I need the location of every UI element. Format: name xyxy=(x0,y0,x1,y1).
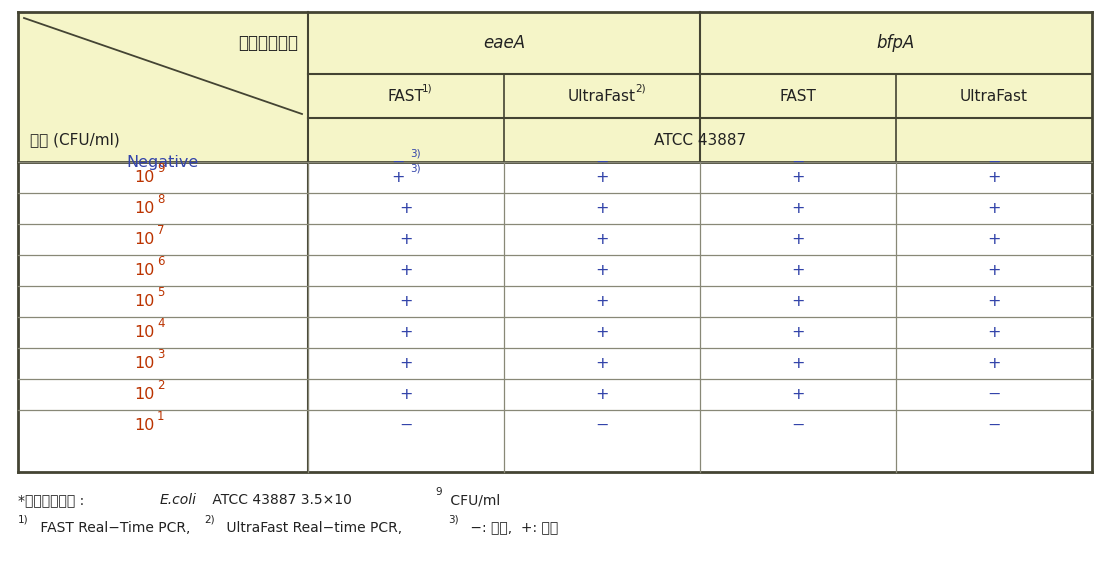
Text: 8: 8 xyxy=(157,193,164,206)
Text: ATCC 43887: ATCC 43887 xyxy=(654,132,746,148)
Text: 10: 10 xyxy=(135,170,155,185)
Text: −: − xyxy=(791,418,804,433)
Text: 10: 10 xyxy=(135,263,155,278)
Text: +: + xyxy=(399,201,413,216)
Bar xyxy=(18,12,1092,162)
Text: 10: 10 xyxy=(135,418,155,433)
Text: +: + xyxy=(595,294,608,309)
Text: +: + xyxy=(987,232,1001,247)
Text: +: + xyxy=(791,232,804,247)
Text: UltraFast: UltraFast xyxy=(568,89,636,103)
Text: +: + xyxy=(791,201,804,216)
Text: CFU/ml: CFU/ml xyxy=(447,493,500,507)
Text: +: + xyxy=(791,170,804,185)
Text: +: + xyxy=(399,294,413,309)
Text: 3: 3 xyxy=(157,348,164,361)
Text: 2): 2) xyxy=(636,83,646,93)
Text: +: + xyxy=(595,387,608,402)
Text: 9: 9 xyxy=(435,487,442,497)
Text: 1): 1) xyxy=(18,515,29,525)
Text: +: + xyxy=(791,356,804,371)
Text: eaeA: eaeA xyxy=(483,34,525,52)
Text: 7: 7 xyxy=(157,224,164,237)
Text: *초기표준균수 :: *초기표준균수 : xyxy=(18,493,89,507)
Text: −: − xyxy=(391,155,404,169)
Text: +: + xyxy=(595,325,608,340)
Text: 10: 10 xyxy=(135,232,155,247)
Text: UltraFast: UltraFast xyxy=(960,89,1028,103)
Text: UltraFast Real−time PCR,: UltraFast Real−time PCR, xyxy=(222,521,411,535)
Text: 병원성유전자: 병원성유전자 xyxy=(238,34,298,52)
Text: +: + xyxy=(791,263,804,278)
Text: 5: 5 xyxy=(157,286,164,299)
Text: +: + xyxy=(595,356,608,371)
Text: +: + xyxy=(399,387,413,402)
Text: 10: 10 xyxy=(135,294,155,309)
Text: +: + xyxy=(595,170,608,185)
Text: FAST: FAST xyxy=(388,89,424,103)
Text: 3): 3) xyxy=(410,163,421,173)
Text: +: + xyxy=(987,325,1001,340)
Text: −: − xyxy=(595,418,608,433)
Text: +: + xyxy=(987,356,1001,371)
Text: 10: 10 xyxy=(135,325,155,340)
Text: −: − xyxy=(791,155,804,169)
Text: −: − xyxy=(987,387,1001,402)
Text: E.coli: E.coli xyxy=(160,493,197,507)
Text: Negative: Negative xyxy=(127,155,199,169)
Text: bfpA: bfpA xyxy=(876,34,915,52)
Text: +: + xyxy=(987,170,1001,185)
Text: +: + xyxy=(399,263,413,278)
Text: +: + xyxy=(987,294,1001,309)
Text: FAST: FAST xyxy=(780,89,817,103)
Text: −: − xyxy=(399,418,412,433)
Text: 4: 4 xyxy=(157,317,164,330)
Text: +: + xyxy=(791,294,804,309)
Text: +: + xyxy=(399,325,413,340)
Text: 3): 3) xyxy=(410,148,421,158)
Text: +: + xyxy=(595,263,608,278)
Text: +: + xyxy=(791,325,804,340)
Text: 2): 2) xyxy=(204,515,215,525)
Text: −: − xyxy=(987,418,1001,433)
Text: 농도 (CFU/ml): 농도 (CFU/ml) xyxy=(30,132,120,148)
Text: +: + xyxy=(399,232,413,247)
Text: +: + xyxy=(595,232,608,247)
Text: +: + xyxy=(987,263,1001,278)
Text: 1): 1) xyxy=(422,83,432,93)
Text: 10: 10 xyxy=(135,387,155,402)
Text: −: − xyxy=(987,155,1001,169)
Text: 2: 2 xyxy=(157,379,164,392)
Text: 3): 3) xyxy=(448,515,459,525)
Text: 1: 1 xyxy=(157,410,164,423)
Text: 9: 9 xyxy=(157,162,164,175)
Text: −: 음성,  +: 양성: −: 음성, +: 양성 xyxy=(466,521,558,535)
Text: +: + xyxy=(391,170,404,185)
Text: 10: 10 xyxy=(135,201,155,216)
Text: +: + xyxy=(987,201,1001,216)
Text: 6: 6 xyxy=(157,255,164,268)
Text: +: + xyxy=(399,356,413,371)
Text: −: − xyxy=(595,155,608,169)
Text: 10: 10 xyxy=(135,356,155,371)
Text: FAST Real−Time PCR,: FAST Real−Time PCR, xyxy=(35,521,199,535)
Text: ATCC 43887 3.5×10: ATCC 43887 3.5×10 xyxy=(208,493,352,507)
Text: +: + xyxy=(595,201,608,216)
Text: +: + xyxy=(791,387,804,402)
